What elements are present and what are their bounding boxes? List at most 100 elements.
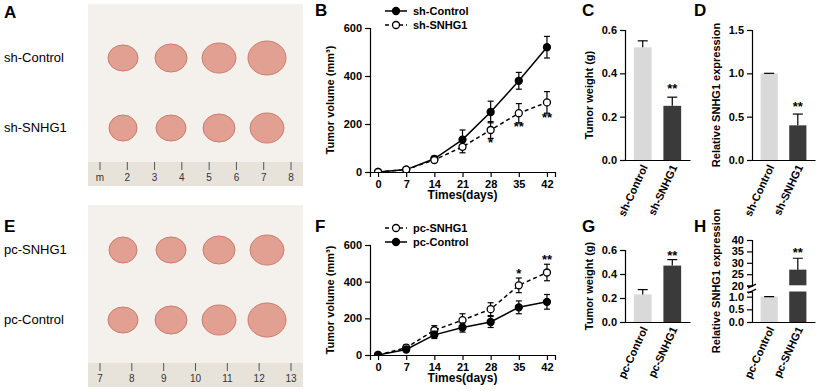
- y-tick: 400: [344, 276, 370, 288]
- x-tick: pc-SNHG1: [771, 322, 805, 379]
- error-bar-part: [764, 73, 774, 74]
- legend-marker: [393, 239, 400, 246]
- legend-marker: [393, 225, 400, 232]
- tick-label: sh-SNHG1: [771, 163, 805, 217]
- tick-mark: [365, 355, 370, 356]
- tick-mark: [747, 274, 752, 275]
- significance: *: [488, 135, 494, 150]
- tick-mark: [620, 30, 625, 31]
- ruler-tick: [291, 162, 292, 170]
- y-tick: 200: [344, 118, 370, 130]
- tick-mark: [462, 355, 463, 360]
- tick-label: sh-SNHG1: [646, 163, 680, 217]
- legend-marker: [393, 22, 400, 29]
- tick-mark: [747, 297, 752, 298]
- tick-label: 200: [344, 118, 362, 130]
- y-tick: 0.6: [602, 24, 625, 36]
- legend-label: sh-SNHG1: [413, 19, 467, 31]
- error-bar-part: [544, 294, 550, 295]
- tick-mark: [519, 172, 520, 177]
- panel-letter: B: [315, 1, 327, 20]
- x-tick: sh-Control: [742, 160, 776, 218]
- tick-mark: [365, 28, 370, 29]
- axis-line: [371, 356, 556, 361]
- x-axis: sh-Controlsh-SNHG1: [616, 160, 691, 218]
- ruler: [88, 162, 303, 186]
- x-tick: 42: [541, 355, 553, 373]
- ruler-label: 10: [190, 373, 202, 384]
- x-tick: 7: [404, 355, 410, 373]
- tick-label: 400: [344, 70, 362, 82]
- tick-label: 0.0: [602, 316, 617, 328]
- ruler-tick: [154, 162, 155, 170]
- x-axis: sh-Controlsh-SNHG1: [742, 160, 815, 218]
- x-tick: 7: [404, 172, 410, 190]
- tumor: [202, 43, 236, 73]
- tumor: [248, 303, 286, 337]
- tumor: [202, 305, 236, 335]
- marker: [431, 331, 438, 338]
- y-axis: 0.00.20.40.6: [602, 244, 626, 328]
- x-tick: sh-SNHG1: [771, 160, 805, 217]
- tick-label: 0.4: [602, 268, 618, 280]
- panel-letter: H: [694, 217, 706, 236]
- row-label: pc-Control: [4, 312, 64, 327]
- bar-chart: C0.00.20.40.6sh-Controlsh-SNHG1Tumor wei…: [582, 1, 691, 218]
- error-bar: [516, 301, 522, 314]
- ruler-tick: [163, 363, 164, 371]
- tick-label: pc-SNHG1: [771, 325, 805, 379]
- error-bar: [544, 36, 550, 58]
- marker: [375, 352, 382, 356]
- marker: [543, 99, 550, 106]
- error-bar: [638, 41, 648, 48]
- marker: [515, 77, 522, 84]
- x-tick: 35: [513, 355, 525, 373]
- tick-label: 0.2: [602, 292, 617, 304]
- y-axis-title: Tumor volume (mm³): [324, 45, 336, 154]
- marker: [543, 298, 550, 305]
- panel-letter: C: [582, 1, 594, 20]
- ruler-tick: [195, 363, 196, 371]
- tick-mark: [547, 355, 548, 360]
- x-axis: pc-Controlpc-SNHG1: [616, 322, 691, 380]
- ruler-label: 5: [206, 172, 212, 183]
- bar: [789, 125, 806, 160]
- ruler-tick: [181, 162, 182, 170]
- ruler-label: 12: [254, 373, 266, 384]
- line-chart: B071421283542Times(days)0200400600Tumor …: [315, 1, 556, 202]
- tick-label: 0.0: [729, 316, 744, 328]
- marker: [375, 169, 382, 173]
- tick-mark: [747, 73, 752, 74]
- tumor: [156, 115, 186, 141]
- tick-mark: [747, 240, 752, 241]
- tumor: [250, 113, 284, 143]
- y-tick: 400: [344, 70, 370, 82]
- panel-letter: D: [694, 1, 706, 20]
- ruler-label: 7: [261, 172, 267, 183]
- error-bar: [764, 296, 774, 297]
- bar: [663, 106, 681, 160]
- tick-label: 0: [375, 178, 381, 190]
- tick-label: 35: [513, 178, 525, 190]
- tick-mark: [491, 172, 492, 177]
- marker: [431, 157, 438, 164]
- tumor: [155, 44, 187, 72]
- figure: Ash-Controlsh-SNHG1m2345678Epc-SNHG1pc-C…: [0, 0, 824, 391]
- tick-mark: [620, 160, 625, 161]
- significance: **: [793, 99, 804, 114]
- y-axis: 0.00.51.01.5: [729, 24, 753, 166]
- axis-line: [365, 29, 371, 173]
- series-line: [378, 302, 547, 355]
- tick-mark: [365, 124, 370, 125]
- tick-mark: [365, 245, 370, 246]
- axis-line: [747, 292, 753, 322]
- error-bar-part: [460, 129, 466, 130]
- tick-label: sh-Control: [616, 163, 650, 218]
- tumor: [203, 236, 235, 264]
- error-bar-part: [544, 309, 550, 310]
- error-bar: [488, 101, 494, 123]
- tick-label: 7: [404, 178, 410, 190]
- tick-mark: [620, 274, 625, 275]
- significance: **: [542, 252, 553, 267]
- significance: **: [793, 245, 804, 260]
